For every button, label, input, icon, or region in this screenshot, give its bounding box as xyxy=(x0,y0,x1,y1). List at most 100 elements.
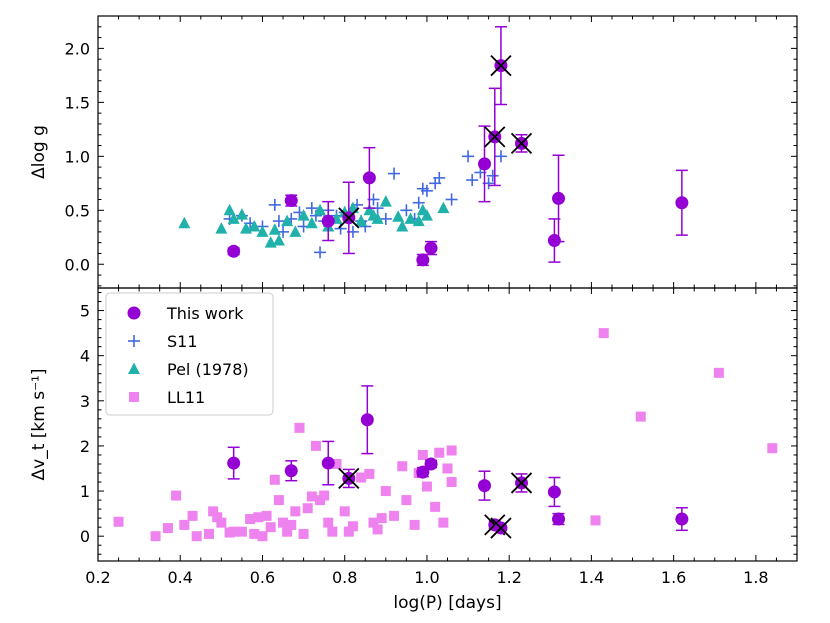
legend-label: This work xyxy=(166,304,244,323)
bottom-y-axis-label: Δv_t [km s⁻¹] xyxy=(29,369,49,481)
bottom-square-point-7 xyxy=(208,506,219,517)
bottom-circle-point-0 xyxy=(227,456,241,470)
bottom-square-point-55 xyxy=(446,445,457,456)
top-panel: 0.0 0.5 1.0 1.5 2.0 Δlog g xyxy=(29,15,798,289)
bottom-square-point-40 xyxy=(372,524,383,535)
bottom-square-point-15 xyxy=(257,531,268,542)
bottom-square-point-12 xyxy=(245,514,256,525)
bottom-square-point-34 xyxy=(339,506,350,517)
bottom-square-point-26 xyxy=(302,503,313,514)
x-tick-label: 1.8 xyxy=(743,568,768,587)
top-triangle-point-10 xyxy=(272,234,285,246)
bottom-y-tick-label: 3 xyxy=(80,392,90,411)
top-circle-point-12 xyxy=(552,191,566,205)
x-tick-label: 0.6 xyxy=(250,568,275,587)
top-triangle-point-13 xyxy=(297,209,310,221)
bottom-square-point-52 xyxy=(438,517,449,528)
legend-label: Pel (1978) xyxy=(167,360,249,379)
legend: This work S11 Pel (1978) LL11 xyxy=(105,292,274,416)
top-triangle-point-20 xyxy=(355,214,368,227)
bottom-square-point-3 xyxy=(179,519,190,530)
bottom-square-point-13 xyxy=(249,528,260,539)
top-triangle-point-24 xyxy=(379,195,392,207)
top-circle-point-10-cross-b xyxy=(510,132,533,155)
top-ticks: 0.0 0.5 1.0 1.5 2.0 xyxy=(65,15,798,288)
bottom-square-point-57 xyxy=(598,328,609,339)
bottom-square-point-11 xyxy=(236,526,247,537)
top-circle-point-9-cross-b xyxy=(490,55,512,77)
bottom-square-point-59 xyxy=(713,367,724,378)
top-plus-point-24 xyxy=(379,212,392,225)
top-plus-point-12 xyxy=(314,246,327,259)
top-plus-point-34 xyxy=(462,150,475,163)
x-tick-label: 0.8 xyxy=(332,568,357,587)
bottom-square-point-53 xyxy=(442,463,453,474)
bottom-square-point-0 xyxy=(113,516,124,527)
bottom-circle-point-8-cross-b xyxy=(484,514,506,536)
bottom-square-point-22 xyxy=(286,519,297,530)
bottom-square-point-33 xyxy=(331,458,342,469)
x-tick-label: 0.4 xyxy=(168,568,193,587)
bottom-square-point-60 xyxy=(767,443,778,454)
top-triangle-point-30 xyxy=(420,209,433,221)
bottom-square-point-50 xyxy=(430,501,441,512)
top-plus-point-4 xyxy=(268,198,281,211)
bottom-square-point-32 xyxy=(327,526,338,537)
legend-marker-1 xyxy=(128,335,140,347)
bottom-ticks: 0.2 0.4 0.6 0.8 1.0 1.2 1.4 1.6 1.8 0 1 2 3 4 5 xyxy=(80,288,798,587)
bottom-square-point-31 xyxy=(323,517,334,528)
top-triangle-point-28 xyxy=(412,214,425,227)
bottom-y-tick-label: 4 xyxy=(80,347,90,366)
bottom-square-point-27 xyxy=(306,491,317,502)
top-triangle-point-25 xyxy=(392,210,405,222)
legend-marker-3 xyxy=(129,392,139,402)
bottom-square-point-36 xyxy=(347,521,358,532)
bottom-square-point-14 xyxy=(253,512,264,523)
bottom-square-point-56 xyxy=(590,515,601,526)
top-plus-point-26 xyxy=(400,204,413,217)
bottom-y-tick-label: 1 xyxy=(80,482,90,501)
legend-marker-0 xyxy=(127,306,141,320)
bottom-square-point-17 xyxy=(265,522,276,533)
top-plus-point-10 xyxy=(305,202,318,215)
top-y-tick-label: 1.5 xyxy=(65,93,90,112)
top-circle-point-5 xyxy=(416,253,430,267)
top-triangle-point-12 xyxy=(289,225,302,237)
bottom-square-point-49 xyxy=(421,481,432,492)
bottom-y-tick-label: 2 xyxy=(80,437,90,456)
top-circle-point-13 xyxy=(675,196,689,210)
bottom-square-point-18 xyxy=(269,474,280,485)
top-triangle-point-0 xyxy=(178,216,191,229)
bottom-square-point-61 xyxy=(150,531,161,542)
top-y-tick-label: 0.5 xyxy=(65,201,90,220)
bottom-square-point-28 xyxy=(310,440,321,451)
top-triangle-point-9 xyxy=(268,223,281,235)
bottom-square-point-46 xyxy=(409,519,420,530)
top-y-tick-label: 0.0 xyxy=(65,255,90,274)
top-triangle-point-1 xyxy=(215,222,228,234)
top-circle-point-2 xyxy=(321,214,335,228)
top-triangle-point-26 xyxy=(396,219,409,232)
bottom-circle-point-9-cross-b xyxy=(490,517,512,539)
top-circle-point-3-cross-b xyxy=(338,207,360,229)
top-triangle-point-15 xyxy=(314,203,327,216)
bottom-y-tick-label: 0 xyxy=(80,527,90,546)
top-plus-point-33 xyxy=(445,193,458,206)
x-tick-label: 1.6 xyxy=(661,568,686,587)
bottom-square-point-1 xyxy=(162,523,173,534)
x-tick-label: 0.2 xyxy=(85,568,110,587)
bottom-circle-point-5 xyxy=(416,465,430,479)
top-plus-point-5 xyxy=(272,215,285,228)
bottom-square-point-4 xyxy=(187,510,198,521)
bottom-circle-point-3-cross-b xyxy=(338,467,360,490)
bottom-data-marks xyxy=(113,328,778,542)
bottom-square-point-19 xyxy=(273,495,284,506)
x-tick-label: 1.4 xyxy=(579,568,604,587)
x-tick-label: 1.2 xyxy=(496,568,521,587)
bottom-circle-point-4 xyxy=(360,413,374,427)
bottom-square-point-23 xyxy=(290,506,301,517)
top-triangle-point-27 xyxy=(404,212,417,224)
top-y-axis-label: Δlog g xyxy=(29,125,49,179)
top-plus-point-16 xyxy=(334,222,347,235)
